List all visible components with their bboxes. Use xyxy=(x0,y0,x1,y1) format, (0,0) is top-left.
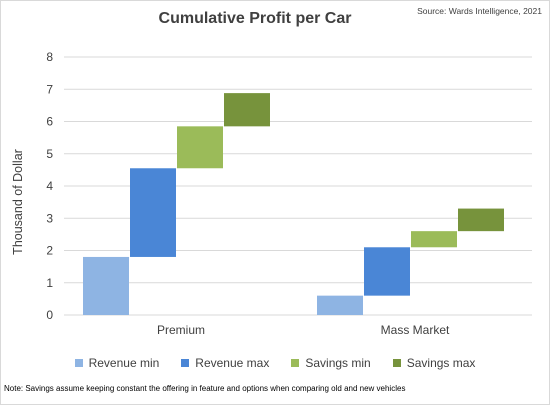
legend: Revenue min Revenue max Savings min Savi… xyxy=(0,356,550,370)
y-tick-label: 5 xyxy=(46,147,53,161)
x-category-label: Mass Market xyxy=(381,323,450,337)
bar-savings-max xyxy=(458,208,504,232)
legend-item-savings-min: Savings min xyxy=(291,356,371,370)
footnote: Note: Savings assume keeping constant th… xyxy=(4,384,406,393)
bar-savings-max xyxy=(224,93,270,127)
y-tick-label: 4 xyxy=(46,179,53,193)
legend-item-revenue-min: Revenue min xyxy=(74,356,160,370)
legend-label: Savings min xyxy=(305,356,371,370)
bar-revenue-max xyxy=(130,168,176,257)
legend-swatch xyxy=(181,359,190,367)
y-tick-label: 2 xyxy=(46,244,53,258)
y-tick-label: 3 xyxy=(46,211,53,225)
legend-label: Savings max xyxy=(406,356,476,370)
bar-savings-min xyxy=(411,231,457,248)
chart-title: Cumulative Profit per Car xyxy=(158,10,352,27)
y-tick-label: 6 xyxy=(46,115,53,129)
source-note: Source: Wards Intelligence, 2021 xyxy=(417,6,542,16)
bar-savings-min xyxy=(177,126,223,169)
legend-item-revenue-max: Revenue max xyxy=(181,356,269,370)
y-tick-label: 0 xyxy=(46,308,53,322)
legend-swatch xyxy=(74,359,83,367)
bar-revenue-min xyxy=(317,295,363,315)
legend-swatch xyxy=(291,359,300,367)
legend-swatch xyxy=(392,359,401,367)
legend-label: Revenue min xyxy=(88,356,160,370)
x-category-label: Premium xyxy=(157,323,205,337)
bar-revenue-min xyxy=(83,256,129,315)
bar-revenue-max xyxy=(364,247,410,296)
y-tick-label: 8 xyxy=(46,50,53,64)
legend-item-savings-max: Savings max xyxy=(392,356,476,370)
y-tick-label: 1 xyxy=(46,276,53,290)
legend-label: Revenue max xyxy=(195,356,270,370)
y-tick-label: 7 xyxy=(46,82,53,96)
